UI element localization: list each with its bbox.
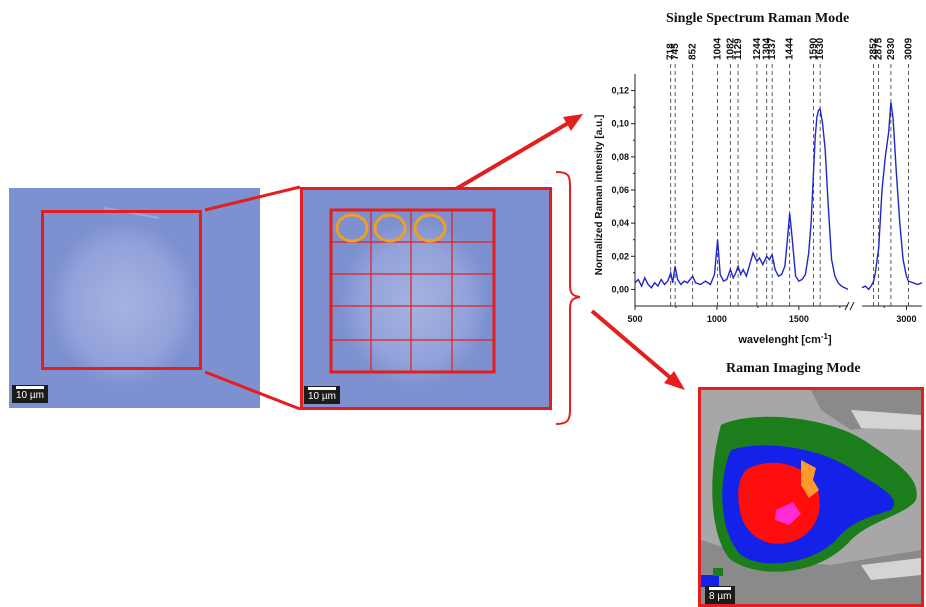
raman-spectrum-chart: 0,00 0,02 0,04 0,06 0,08 0,10 0,12 500 1000 1500 3… xyxy=(594,37,923,346)
y-tick-label: 0,04 xyxy=(611,218,629,228)
bracket-icon xyxy=(555,171,581,425)
spectrum-line xyxy=(861,102,923,291)
peak-label: 1304 xyxy=(762,37,773,60)
arrowhead-icon xyxy=(664,371,685,390)
scale-bar: 10 µm xyxy=(12,385,48,403)
peak-label: 1129 xyxy=(733,38,744,60)
scale-bar-label: 10 µm xyxy=(308,391,336,402)
y-tick-label: 0,08 xyxy=(611,152,629,162)
zoom-line-top xyxy=(204,185,301,212)
scale-bar-label: 8 µm xyxy=(709,591,732,602)
imaging-title: Raman Imaging Mode xyxy=(726,361,861,376)
x-tick-label: 1000 xyxy=(707,314,727,324)
y-tick-label: 0,00 xyxy=(611,284,629,294)
measurement-spot xyxy=(413,213,447,243)
roi-box xyxy=(41,210,202,370)
peak-label: 1244 xyxy=(752,37,763,60)
cell-texture xyxy=(48,207,199,389)
peak-label: 1004 xyxy=(713,37,724,60)
peak-label: 1082 xyxy=(725,37,736,60)
scale-bar-label: 10 µm xyxy=(16,390,44,401)
peak-label: 745 xyxy=(670,43,681,60)
peak-label: 1444 xyxy=(785,37,796,60)
peak-label: 1630 xyxy=(815,37,826,60)
peak-label: 2852 xyxy=(869,37,880,60)
x-tick-label: 500 xyxy=(627,314,642,324)
x-axis-label: wavelenght [cm-1] xyxy=(737,332,832,346)
scale-bar: 10 µm xyxy=(304,386,340,404)
measurement-spot xyxy=(373,213,407,243)
scale-bar: 8 µm xyxy=(705,586,736,604)
scale-bar-line xyxy=(709,587,732,590)
arrowhead-icon xyxy=(563,114,583,131)
axis-break-icon xyxy=(849,301,855,311)
peak-label: 718 xyxy=(666,43,677,60)
scale-bar-line xyxy=(308,387,336,390)
arrow-to-imaging xyxy=(590,309,675,382)
measurement-grid xyxy=(329,208,496,374)
peak-label: 2875 xyxy=(874,37,885,60)
x-tick-label: 1500 xyxy=(789,314,809,324)
panel-border xyxy=(300,187,552,410)
axis-break-icon xyxy=(844,301,850,311)
cell-micrograph-full: 10 µm xyxy=(9,188,260,408)
peak-label: 2930 xyxy=(886,37,897,60)
zoom-line-bottom xyxy=(204,370,301,411)
raman-image-map xyxy=(701,390,921,604)
y-tick-label: 0,02 xyxy=(611,251,629,261)
peak-label: 3009 xyxy=(903,37,914,60)
cell-micrograph-grid: 10 µm xyxy=(300,187,552,410)
x-tick-label: 3000 xyxy=(896,314,916,324)
y-axis-label: Normalized Raman intensity [a.u.] xyxy=(594,115,605,276)
spectrum-line xyxy=(634,107,849,291)
peak-label: 1337 xyxy=(767,37,778,60)
y-tick-label: 0,06 xyxy=(611,185,629,195)
spectrum-title: Single Spectrum Raman Mode xyxy=(666,11,850,26)
raman-image: 8 µm xyxy=(698,387,924,607)
measurement-spot xyxy=(335,213,369,243)
peak-label: 1590 xyxy=(809,37,820,60)
y-tick-label: 0,10 xyxy=(611,119,629,129)
peak-label: 852 xyxy=(688,43,699,60)
scale-bar-line xyxy=(16,386,44,389)
y-tick-label: 0,12 xyxy=(611,86,629,96)
